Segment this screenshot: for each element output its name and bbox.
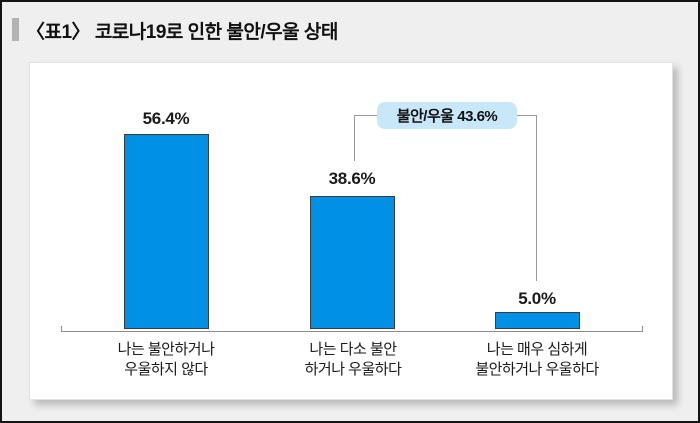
bracket-line-right	[536, 115, 537, 281]
category-label-line: 나는 불안하거나	[117, 341, 215, 358]
bar-not-anxious	[124, 134, 209, 329]
category-label-line: 나는 다소 불안	[309, 341, 397, 358]
annotation-callout: 불안/우울 43.6%	[377, 102, 517, 129]
title-marker	[12, 18, 19, 41]
category-label: 나는 매우 심하게 불안하거나 우울하다	[452, 340, 622, 379]
bracket-line-left	[354, 115, 355, 161]
category-label-line: 하거나 우울하다	[304, 360, 402, 378]
x-axis-line	[61, 331, 643, 332]
category-label-line: 불안하거나 우울하다	[475, 360, 599, 378]
value-label: 38.6%	[328, 169, 376, 188]
category-label-line: 우울하지 않다	[124, 360, 208, 378]
category-label-line: 나는 매우 심하게	[486, 341, 588, 358]
figure-title-row: 〈표1〉 코로나19로 인한 불안/우울 상태	[2, 2, 698, 54]
bar-severely-anxious	[495, 312, 580, 329]
x-axis-tick-left	[61, 326, 62, 332]
x-axis-tick-right	[642, 326, 643, 332]
category-label: 나는 불안하거나 우울하지 않다	[81, 340, 251, 379]
category-label: 나는 다소 불안 하거나 우울하다	[268, 340, 438, 379]
page-title: 〈표1〉 코로나19로 인한 불안/우울 상태	[26, 22, 338, 43]
bar-somewhat-anxious	[310, 196, 395, 329]
value-label: 5.0%	[518, 289, 556, 308]
chart-panel: 불안/우울 43.6% 56.4% 38.6% 5.0% 나는 불안하거나 우울…	[29, 62, 673, 400]
value-label: 56.4%	[142, 109, 190, 128]
